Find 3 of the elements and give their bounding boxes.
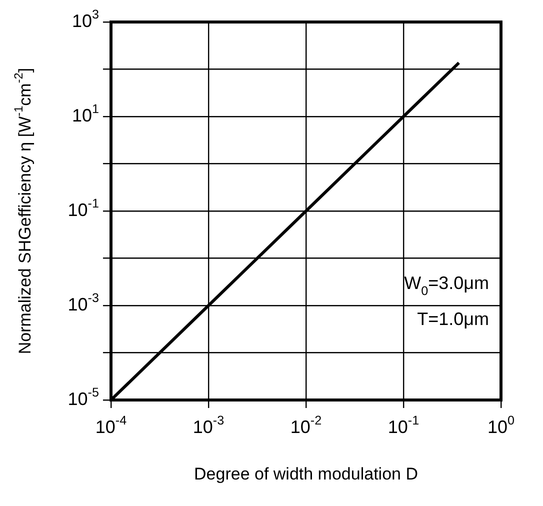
y-axis-title: Normalized SHGefficiency η [W-1cm-2] [11,68,35,354]
annotation: T=1.0μm [417,309,490,330]
x-axis-title: Degree of width modulation D [194,464,418,484]
